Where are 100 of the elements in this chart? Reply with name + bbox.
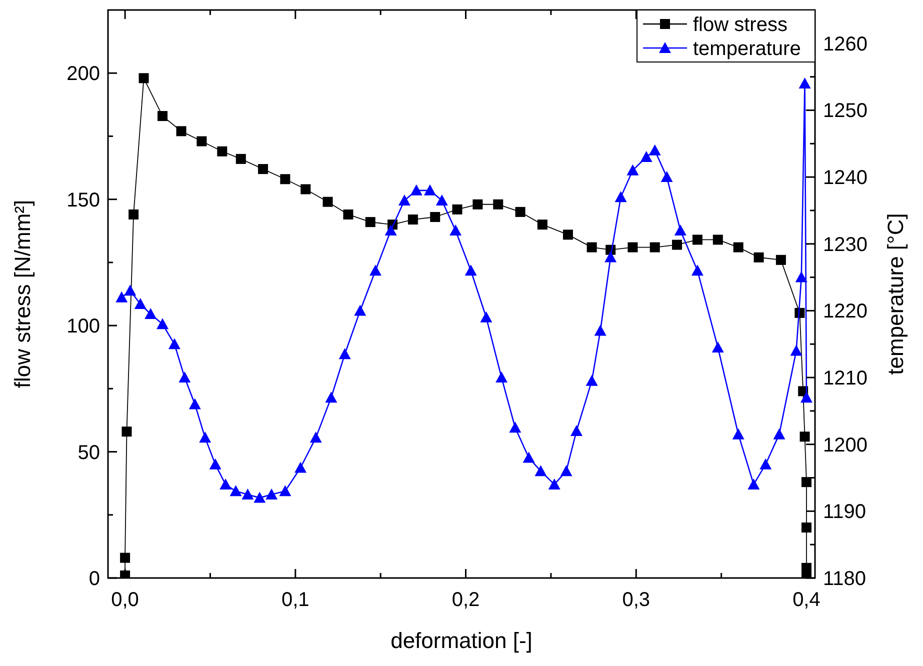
point (209, 458, 222, 470)
legend-label: temperature (693, 38, 801, 60)
point (322, 196, 333, 207)
y2-tick-label: 1180 (823, 568, 866, 590)
point (464, 264, 477, 276)
point (586, 374, 598, 386)
point (408, 214, 418, 225)
point (168, 338, 180, 350)
y2-tick-label: 1260 (823, 33, 868, 56)
point (650, 242, 660, 252)
point (122, 426, 132, 437)
y-tick-label: 100 (66, 316, 100, 338)
point (537, 220, 548, 230)
point (338, 348, 351, 360)
point (128, 209, 139, 220)
point (800, 432, 810, 442)
point (594, 324, 606, 336)
point (732, 428, 744, 440)
x-tick-label: 0,3 (622, 589, 650, 611)
point (626, 164, 639, 176)
point (254, 492, 266, 503)
x-tick-label: 0,1 (281, 589, 310, 611)
point (398, 194, 410, 206)
y2-axis-title: temperature [°C] (883, 213, 908, 375)
point (801, 522, 812, 533)
point (560, 465, 572, 476)
y2-tick-label: 1230 (823, 234, 868, 256)
point (674, 224, 686, 236)
point (196, 136, 207, 146)
point (138, 73, 149, 84)
point (691, 264, 704, 276)
point (760, 458, 772, 470)
x-tick-label: 0,4 (792, 589, 820, 611)
point (798, 78, 811, 89)
point (548, 478, 560, 490)
point (199, 432, 212, 443)
point (452, 204, 462, 214)
y-axis-title: flow stress [N/mm²] (10, 200, 35, 388)
point (280, 174, 290, 184)
point (496, 372, 508, 383)
point (801, 477, 812, 488)
y2-tick-label: 1210 (823, 368, 868, 390)
point (472, 199, 483, 210)
point (748, 478, 760, 490)
point (300, 184, 311, 194)
point (220, 478, 232, 490)
point (279, 485, 292, 496)
y2-tick-label: 1200 (823, 434, 868, 456)
y-tick-label: 150 (66, 189, 100, 212)
point (325, 392, 338, 403)
point (570, 424, 582, 436)
y-tick-label: 0 (88, 568, 100, 590)
point (790, 344, 802, 356)
point (310, 432, 322, 443)
point (776, 254, 786, 265)
point (124, 284, 136, 296)
point (178, 372, 191, 383)
point (604, 251, 617, 262)
legend-label: flow stress (693, 14, 788, 36)
point (158, 111, 168, 122)
point (692, 234, 702, 245)
point (436, 194, 448, 206)
point (217, 146, 228, 156)
point (534, 465, 547, 476)
point (242, 488, 254, 500)
point (522, 452, 535, 463)
point (640, 151, 652, 162)
point (424, 184, 436, 196)
point (614, 191, 627, 202)
y2-tick-label: 1250 (823, 100, 868, 122)
point (648, 144, 661, 156)
point (430, 212, 440, 222)
point (712, 341, 724, 352)
point (369, 264, 382, 276)
y2-tick-label: 1190 (823, 501, 866, 524)
point (134, 298, 146, 310)
y-tick-label: 50 (78, 442, 100, 464)
point (660, 171, 673, 182)
point (509, 422, 522, 433)
point (343, 209, 354, 220)
point (230, 485, 242, 496)
point (188, 398, 201, 410)
point (156, 318, 169, 330)
point (294, 462, 307, 473)
point (450, 224, 462, 236)
point (480, 311, 492, 322)
y2-tick-label: 1220 (823, 300, 868, 323)
point (515, 206, 526, 217)
point (365, 217, 376, 228)
point (733, 242, 744, 252)
x-axis-title: deformation [-] (390, 628, 532, 653)
x-tick-label: 0,0 (111, 589, 139, 611)
point (672, 240, 682, 250)
point (258, 164, 268, 174)
y2-tick-label: 1240 (823, 167, 868, 190)
point (120, 552, 130, 563)
point (384, 224, 397, 236)
point (236, 154, 246, 164)
point (266, 488, 278, 500)
y-tick-label: 200 (66, 63, 100, 86)
